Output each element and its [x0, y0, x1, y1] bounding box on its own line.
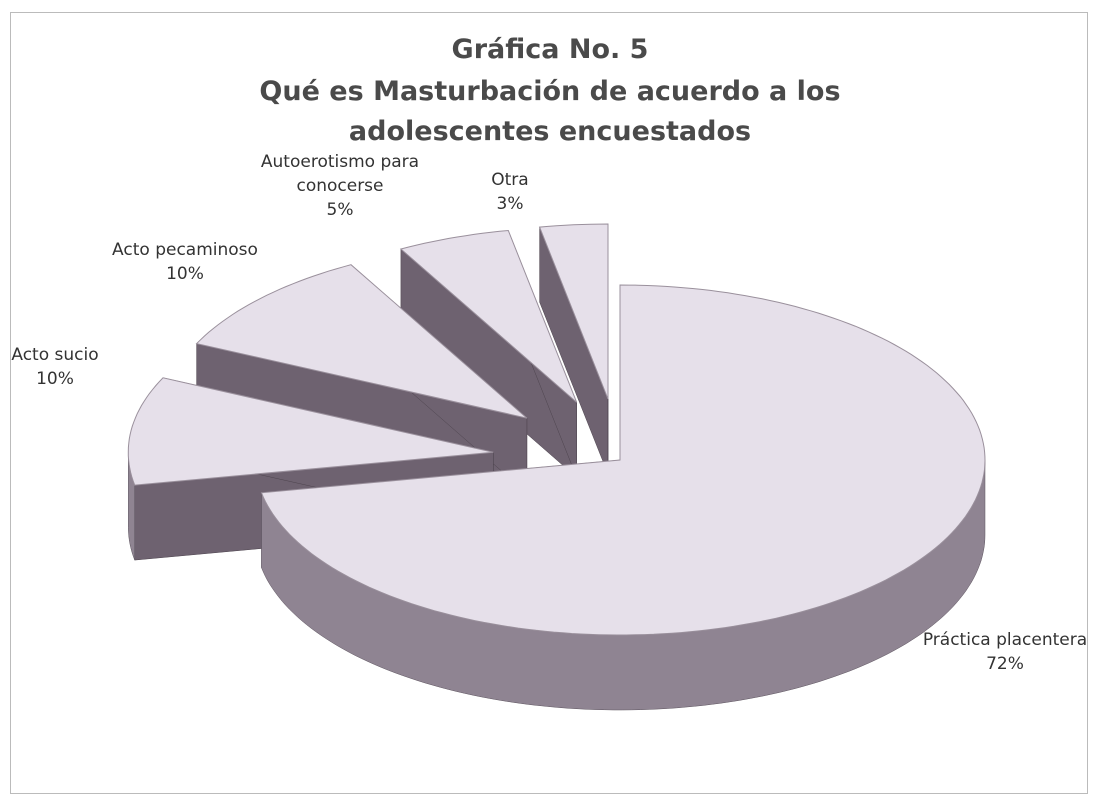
value-label: 3%: [496, 194, 524, 214]
slice-label: Acto pecaminoso 10%: [95, 238, 275, 286]
slice-label: Otra 3%: [470, 168, 550, 216]
category-label: Otra: [491, 170, 529, 190]
value-label: 10%: [36, 369, 74, 389]
value-label: 72%: [986, 654, 1024, 674]
slice: [399, 229, 578, 403]
slice-label: Práctica placentera 72%: [915, 628, 1095, 676]
category-label: Práctica placentera: [922, 630, 1088, 650]
slice: [127, 377, 494, 486]
slice: [195, 264, 528, 419]
chart-frame: [10, 12, 1088, 794]
chart-subtitle: Qué es Masturbación de acuerdo a los ado…: [259, 76, 841, 147]
category-label: Acto pecaminoso: [112, 240, 258, 260]
category-label: Autoerotismo para conocerse: [260, 152, 420, 196]
value-label: 5%: [326, 200, 354, 220]
slice: [260, 284, 986, 636]
slice-label: Acto sucio 10%: [10, 343, 100, 391]
category-label: Acto sucio: [11, 345, 99, 365]
chart-title: Gráfica No. 5: [451, 34, 649, 65]
slice: [538, 223, 609, 400]
slice-label: Autoerotismo para conocerse 5%: [240, 150, 440, 222]
value-label: 10%: [166, 264, 204, 284]
